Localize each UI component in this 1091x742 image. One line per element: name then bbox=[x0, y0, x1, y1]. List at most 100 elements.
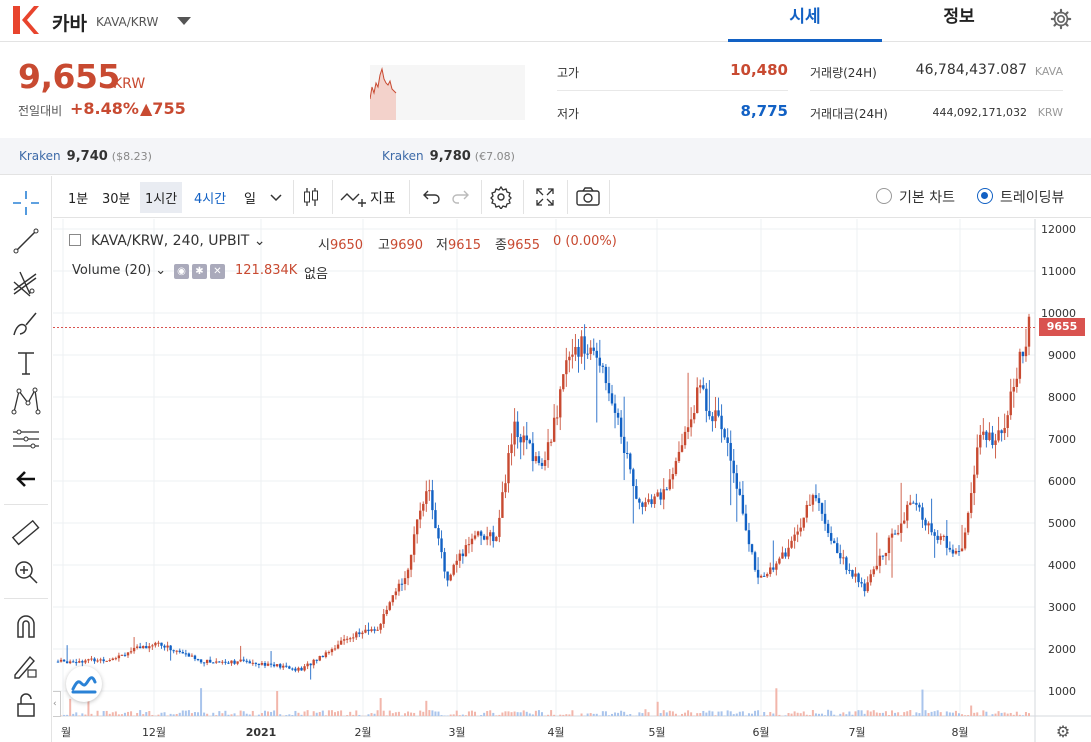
y-tick-label: 3000 bbox=[1048, 601, 1076, 614]
candle-body bbox=[805, 504, 808, 518]
timeframe-1h[interactable]: 1시간 bbox=[140, 182, 183, 213]
volume-bar bbox=[510, 712, 513, 716]
indicator-button[interactable]: 지표 bbox=[370, 191, 396, 207]
volume-bar bbox=[799, 713, 802, 716]
candle-type-icon[interactable] bbox=[299, 185, 323, 209]
candle-body bbox=[762, 575, 766, 577]
candle-body bbox=[224, 661, 227, 663]
volume-bar bbox=[726, 710, 729, 716]
prediction-icon[interactable] bbox=[10, 424, 42, 454]
candle-body bbox=[1027, 316, 1031, 347]
volume-bar bbox=[793, 711, 796, 716]
candle-body bbox=[936, 535, 939, 540]
top-header: 카바 KAVA/KRW 시세 정보 bbox=[0, 0, 1091, 42]
volume-bar bbox=[69, 698, 72, 716]
ruler-icon[interactable] bbox=[10, 518, 42, 548]
collapse-toolbar-tab[interactable]: ‹ bbox=[53, 691, 61, 717]
collapse-legend-icon[interactable] bbox=[69, 234, 81, 246]
volume-bar bbox=[951, 712, 954, 716]
high-value: 10,480 bbox=[730, 61, 788, 79]
volume-bar bbox=[906, 711, 909, 716]
toolbar-divider bbox=[4, 598, 48, 599]
volume-bar bbox=[547, 714, 550, 716]
candle-body bbox=[160, 642, 163, 646]
timeframe-4h[interactable]: 4시간 bbox=[194, 192, 227, 207]
candle-body bbox=[336, 644, 340, 649]
volume-bar bbox=[120, 714, 123, 716]
volume-bar bbox=[732, 714, 735, 716]
camera-icon[interactable] bbox=[575, 185, 601, 209]
trend-line-icon[interactable] bbox=[10, 226, 42, 256]
candle-body bbox=[419, 510, 422, 520]
unlock-icon[interactable] bbox=[10, 690, 42, 720]
indicator-icon[interactable] bbox=[339, 185, 369, 209]
exchange-quote[interactable]: Kraken 9,740 ($8.23) bbox=[19, 149, 152, 164]
eye-icon[interactable]: ◉ bbox=[174, 264, 189, 279]
gear-icon[interactable]: ✱ bbox=[192, 264, 207, 279]
candle-body bbox=[799, 527, 802, 532]
candle-body bbox=[394, 591, 398, 596]
candle-body bbox=[479, 531, 483, 536]
volume-bar bbox=[662, 710, 665, 716]
volume-bar bbox=[601, 711, 604, 716]
candle-body bbox=[671, 474, 675, 480]
text-icon[interactable] bbox=[10, 348, 42, 378]
candle-body bbox=[440, 538, 443, 553]
ohlc-open: 시9650 bbox=[318, 234, 363, 253]
arrow-left-icon[interactable] bbox=[10, 464, 42, 494]
volume-bar bbox=[604, 711, 607, 716]
magnet-icon[interactable] bbox=[10, 612, 42, 642]
undo-icon[interactable] bbox=[419, 185, 443, 209]
candle-body bbox=[595, 350, 598, 358]
candlestick-chart[interactable]: 12000 11000 10000 9000 8000 7000 6000 5000 4000 3… bbox=[53, 219, 1091, 742]
timeframe-30m[interactable]: 30분 bbox=[102, 192, 131, 207]
candle-body bbox=[933, 532, 936, 536]
timeframe-1m[interactable]: 1분 bbox=[68, 192, 89, 207]
fib-icon[interactable] bbox=[10, 268, 42, 298]
volume-bar bbox=[102, 711, 105, 716]
chevron-down-icon[interactable]: ⌄ bbox=[151, 263, 167, 278]
price-chart[interactable]: 12000 11000 10000 9000 8000 7000 6000 5000 4000 3… bbox=[53, 219, 1091, 742]
coin-select-caret-icon[interactable] bbox=[177, 17, 191, 25]
candle-body bbox=[842, 557, 845, 559]
candle-body bbox=[151, 645, 154, 647]
radio-basic-chart[interactable] bbox=[876, 188, 892, 204]
volume-bar bbox=[751, 713, 754, 716]
fullscreen-icon[interactable] bbox=[533, 185, 557, 209]
volume-bar bbox=[614, 712, 617, 716]
candle-body bbox=[190, 655, 194, 657]
candle-body bbox=[619, 417, 623, 437]
redo-icon[interactable] bbox=[449, 185, 473, 209]
exchange-quote[interactable]: Kraken 9,780 (€7.08) bbox=[382, 149, 515, 164]
volume-bar bbox=[474, 711, 477, 716]
zoom-in-icon[interactable] bbox=[10, 557, 42, 587]
chart-legend-symbol[interactable]: KAVA/KRW, 240, UPBIT ⌄ bbox=[69, 233, 265, 249]
close-icon[interactable]: ✕ bbox=[210, 264, 225, 279]
volume-bar bbox=[221, 713, 224, 716]
volume-bar bbox=[741, 711, 744, 716]
volume-legend[interactable]: Volume (20) ⌄ bbox=[72, 263, 166, 278]
exchange-converted: (€7.08) bbox=[474, 150, 515, 163]
timeframe-day[interactable]: 일 bbox=[244, 192, 256, 207]
volume-bar bbox=[957, 713, 960, 716]
settings-gear-icon[interactable] bbox=[1050, 8, 1072, 30]
trade-value-label: 거래대금(24H) bbox=[810, 107, 888, 121]
volume-bar bbox=[184, 710, 187, 716]
candle-body bbox=[513, 421, 516, 445]
ohlc-close: 종9655 bbox=[495, 234, 540, 253]
chevron-down-icon[interactable]: ⌄ bbox=[249, 233, 266, 249]
tradingview-logo-icon[interactable] bbox=[66, 666, 102, 702]
volume-bar bbox=[455, 710, 458, 716]
tab-info[interactable]: 정보 bbox=[943, 7, 975, 27]
volume-bar bbox=[592, 713, 595, 716]
x-tick-label: 3월 bbox=[448, 726, 465, 739]
brush-icon[interactable] bbox=[10, 309, 42, 339]
pattern-icon[interactable] bbox=[10, 386, 42, 416]
radio-tradingview[interactable] bbox=[977, 188, 993, 204]
chevron-down-icon[interactable] bbox=[266, 187, 286, 207]
lock-draw-icon[interactable] bbox=[10, 651, 42, 681]
settings-icon[interactable] bbox=[489, 185, 513, 209]
crosshair-icon[interactable] bbox=[10, 188, 42, 218]
volume-bar bbox=[227, 714, 230, 716]
tab-price[interactable]: 시세 bbox=[728, 0, 882, 42]
